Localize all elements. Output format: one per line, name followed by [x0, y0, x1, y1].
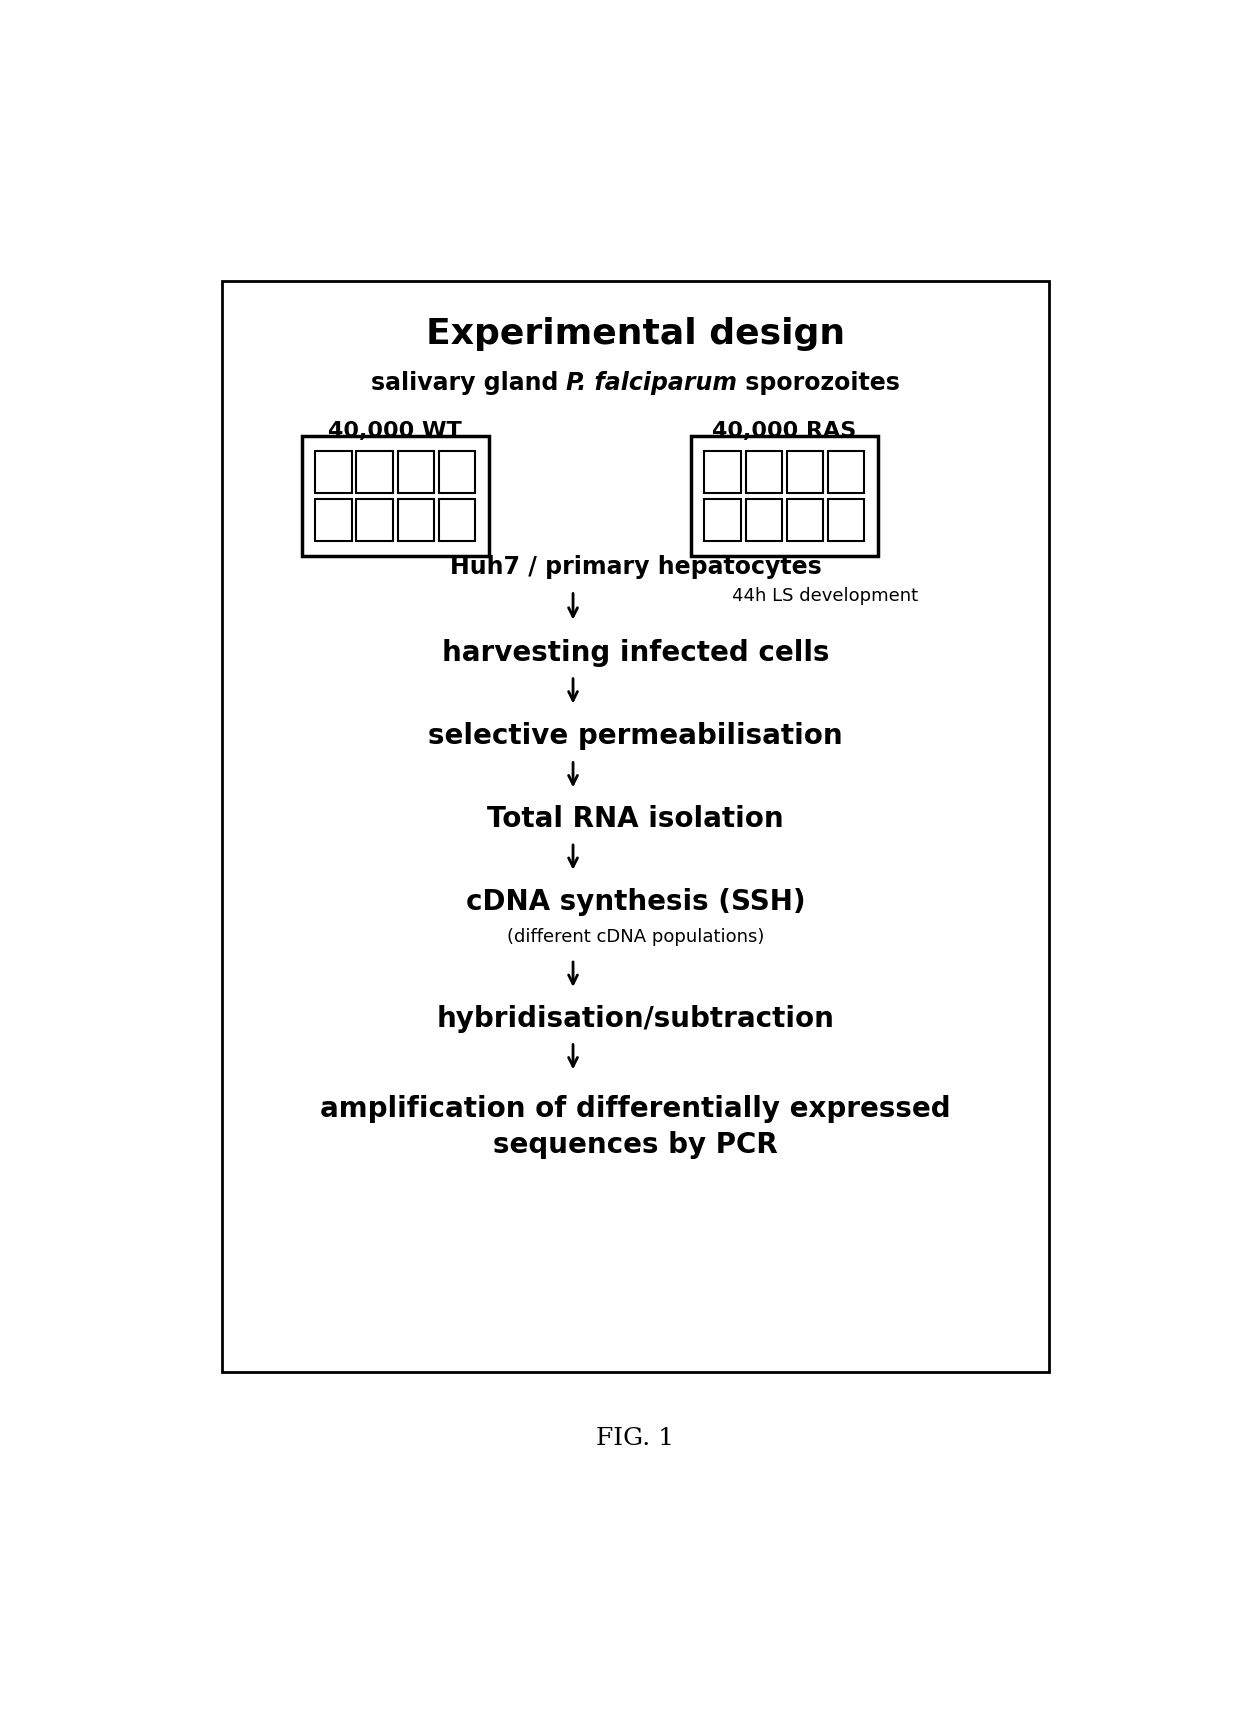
Text: salivary gland: salivary gland [371, 372, 567, 396]
Text: harvesting infected cells: harvesting infected cells [441, 639, 830, 667]
Bar [222, 280, 1049, 1372]
Text: 40,000 WT: 40,000 WT [329, 422, 463, 441]
Bar [356, 499, 393, 541]
Bar [439, 499, 475, 541]
Bar [315, 499, 352, 541]
Bar [828, 451, 864, 492]
Text: sporozoites: sporozoites [738, 372, 900, 396]
Text: Huh7 / primary hepatocytes: Huh7 / primary hepatocytes [450, 555, 821, 579]
Bar [704, 451, 740, 492]
Bar [787, 499, 823, 541]
Bar [439, 451, 475, 492]
Text: hybridisation/subtraction: hybridisation/subtraction [436, 1006, 835, 1033]
Text: cDNA synthesis (SSH): cDNA synthesis (SSH) [466, 888, 805, 916]
Bar [745, 451, 782, 492]
Bar [704, 499, 740, 541]
Bar [315, 451, 352, 492]
Bar [301, 435, 489, 556]
Text: 44h LS development: 44h LS development [732, 588, 918, 605]
Bar [828, 499, 864, 541]
Text: (different cDNA populations): (different cDNA populations) [507, 928, 764, 945]
Text: sequences by PCR: sequences by PCR [494, 1132, 777, 1159]
Bar [398, 451, 434, 492]
Text: Total RNA isolation: Total RNA isolation [487, 805, 784, 833]
Bar [356, 451, 393, 492]
Text: FIG. 1: FIG. 1 [596, 1427, 675, 1450]
Text: P. falciparum: P. falciparum [567, 372, 738, 396]
Bar [745, 499, 782, 541]
Text: selective permeabilisation: selective permeabilisation [428, 722, 843, 750]
Bar [398, 499, 434, 541]
Bar [691, 435, 878, 556]
Text: 40,000 RAS: 40,000 RAS [712, 422, 857, 441]
Text: Experimental design: Experimental design [425, 316, 846, 351]
Bar [787, 451, 823, 492]
Text: amplification of differentially expressed: amplification of differentially expresse… [320, 1096, 951, 1123]
